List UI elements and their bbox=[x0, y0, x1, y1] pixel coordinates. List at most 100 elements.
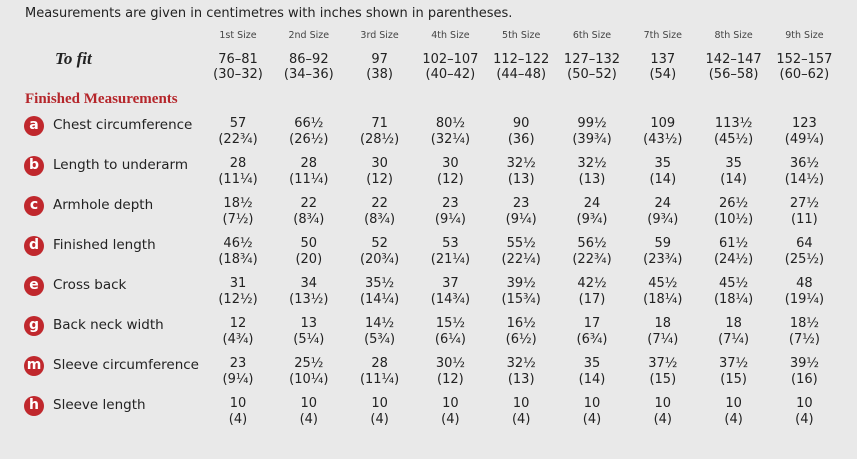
inch-value: (6½) bbox=[505, 332, 537, 347]
cm-value: 32½ bbox=[506, 356, 536, 371]
inch-value: (4) bbox=[724, 412, 743, 427]
to-fit-cm: 102–107 bbox=[422, 52, 479, 67]
row-label: Sleeve length bbox=[53, 397, 146, 413]
inch-value: (26½) bbox=[289, 132, 329, 147]
cm-value: 15½ bbox=[435, 316, 465, 331]
cm-value: 10 bbox=[442, 396, 459, 411]
to-fit-label: To fit bbox=[55, 49, 92, 68]
to-fit-cm: 127–132 bbox=[563, 52, 621, 67]
cm-value: 32½ bbox=[577, 156, 607, 171]
inch-value: (7¼) bbox=[647, 332, 679, 347]
inch-value: (22¾) bbox=[572, 252, 612, 267]
inch-value: (18¾) bbox=[218, 252, 258, 267]
cm-value: 32½ bbox=[506, 156, 536, 171]
inch-value: (20) bbox=[295, 252, 323, 267]
cm-value: 52 bbox=[371, 236, 388, 251]
size-header: 5th Size bbox=[502, 30, 541, 41]
cm-value: 34 bbox=[300, 276, 318, 291]
row-letter: e bbox=[24, 276, 44, 296]
cm-value: 26½ bbox=[719, 196, 749, 211]
inch-value: (28½) bbox=[359, 132, 400, 147]
cm-value: 10 bbox=[725, 396, 742, 411]
cm-value: 23 bbox=[512, 196, 530, 211]
inch-value: (36) bbox=[507, 132, 535, 147]
cm-value: 37½ bbox=[719, 356, 749, 371]
row-letter: a bbox=[24, 116, 44, 136]
cm-value: 18 bbox=[654, 316, 672, 331]
inch-value: (32¼) bbox=[430, 132, 471, 147]
cm-value: 56½ bbox=[577, 236, 607, 251]
size-header: 9th Size bbox=[785, 30, 824, 41]
size-header: 7th Size bbox=[643, 30, 682, 41]
cm-value: 37 bbox=[442, 276, 459, 291]
inch-value: (10½) bbox=[713, 212, 754, 227]
cm-value: 18 bbox=[725, 316, 742, 331]
inch-value: (13) bbox=[507, 372, 535, 387]
inch-value: (9¼) bbox=[434, 212, 466, 227]
inch-value: (22¼) bbox=[501, 252, 541, 267]
cm-value: 42½ bbox=[577, 276, 607, 291]
size-header: 2nd Size bbox=[288, 30, 330, 41]
cm-value: 53 bbox=[442, 236, 459, 251]
cm-value: 14½ bbox=[365, 316, 395, 331]
inch-value: (4) bbox=[582, 412, 602, 427]
cm-value: 10 bbox=[300, 396, 318, 411]
cm-value: 28 bbox=[371, 356, 388, 371]
inch-value: (4) bbox=[299, 412, 319, 427]
to-fit-inches: (38) bbox=[366, 67, 393, 82]
inch-value: (8¾) bbox=[364, 212, 396, 227]
cm-value: 10 bbox=[796, 396, 813, 411]
inch-value: (4) bbox=[653, 412, 673, 427]
cm-value: 39½ bbox=[506, 276, 536, 291]
inch-value: (7½) bbox=[222, 212, 254, 227]
cm-value: 25½ bbox=[294, 356, 324, 371]
inch-value: (13) bbox=[578, 172, 606, 187]
inch-value: (9¾) bbox=[576, 212, 608, 227]
inch-value: (15) bbox=[720, 372, 747, 387]
to-fit-cm: 152–157 bbox=[776, 52, 833, 67]
inch-value: (8¾) bbox=[293, 212, 325, 227]
cm-value: 64 bbox=[796, 236, 813, 251]
row-letter: d bbox=[24, 236, 44, 256]
cm-value: 10 bbox=[371, 396, 388, 411]
inch-value: (4) bbox=[511, 412, 531, 427]
to-fit-inches: (30–32) bbox=[213, 67, 263, 82]
inch-value: (4¾) bbox=[222, 332, 254, 347]
cm-value: 35 bbox=[725, 156, 742, 171]
inch-value: (19¼) bbox=[784, 292, 825, 307]
cm-value: 35½ bbox=[365, 276, 395, 291]
cm-value: 90 bbox=[512, 116, 530, 131]
inch-value: (15¾) bbox=[501, 292, 541, 307]
cm-value: 35 bbox=[654, 156, 672, 171]
inch-value: (6¼) bbox=[434, 332, 466, 347]
row-letter: h bbox=[24, 396, 44, 416]
cm-value: 37½ bbox=[648, 356, 678, 371]
cm-value: 99½ bbox=[577, 116, 607, 131]
to-fit-inches: (40–42) bbox=[425, 67, 476, 82]
cm-value: 66½ bbox=[294, 116, 324, 131]
inch-value: (5¼) bbox=[293, 332, 325, 347]
inch-value: (7½) bbox=[788, 332, 820, 347]
inch-value: (9¾) bbox=[647, 212, 679, 227]
to-fit-cm: 76–81 bbox=[218, 52, 258, 67]
inch-value: (21¼) bbox=[430, 252, 471, 267]
inch-value: (18¼) bbox=[713, 292, 754, 307]
cm-value: 30½ bbox=[435, 356, 465, 371]
cm-value: 24 bbox=[654, 196, 672, 211]
row-label: Chest circumference bbox=[53, 117, 193, 133]
row-letter: c bbox=[24, 196, 44, 216]
intro: Measurements are given in centimetres wi… bbox=[25, 6, 513, 21]
section-title: Finished Measurements bbox=[25, 91, 178, 107]
inch-value: (4) bbox=[441, 412, 460, 427]
cm-value: 16½ bbox=[506, 316, 536, 331]
size-header: 1st Size bbox=[219, 30, 257, 41]
cm-value: 27½ bbox=[789, 196, 819, 211]
inch-value: (11¼) bbox=[359, 372, 400, 387]
cm-value: 18½ bbox=[789, 316, 819, 331]
cm-value: 18½ bbox=[223, 196, 253, 211]
cm-value: 30 bbox=[442, 156, 459, 171]
cm-value: 57 bbox=[229, 116, 247, 131]
inch-value: (12) bbox=[437, 172, 464, 187]
cm-value: 55½ bbox=[506, 236, 536, 251]
